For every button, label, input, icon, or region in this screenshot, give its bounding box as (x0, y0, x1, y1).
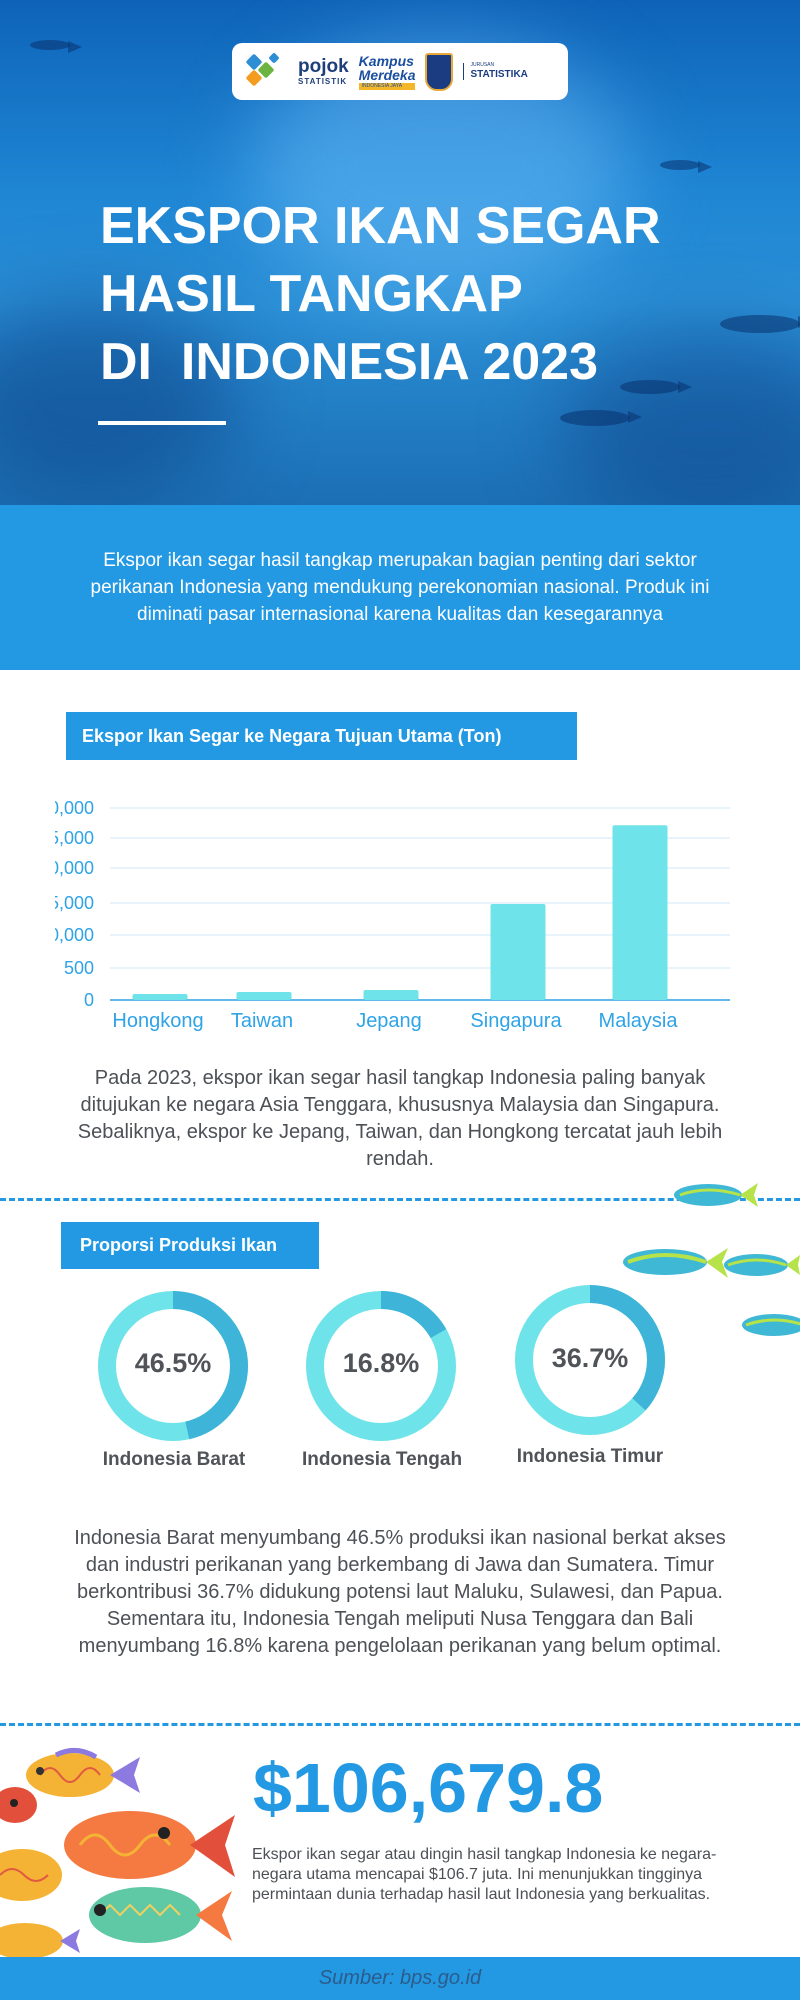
chart-x-tick-label: Jepang (356, 1010, 422, 1032)
chart-y-tick-label: 10,000 (55, 925, 94, 945)
chart-y-tick-label: 30,000 (55, 798, 94, 818)
kampus-merdeka-logo: Kampus Merdeka INDONESIA JAYA (358, 52, 416, 90)
jurusan-statistika-logo: JURUSAN STATISTIKA (463, 63, 528, 80)
fish-illustration-icon (742, 1314, 800, 1336)
hero-banner: pojok STATISTIK Kampus Merdeka INDONESIA… (0, 0, 800, 505)
chart-x-tick-label: Taiwan (231, 1010, 293, 1032)
donut-segment (515, 1285, 665, 1435)
donut-indonesia-timur (515, 1285, 665, 1435)
donut-label: Indonesia Timur (516, 1446, 664, 1467)
chart-x-tick-label: Hongkong (112, 1010, 203, 1032)
export-description: Pada 2023, ekspor ikan segar hasil tangk… (77, 1067, 723, 1170)
production-section-header: Proporsi Produksi Ikan (61, 1222, 319, 1269)
intro-band: Ekspor ikan segar hasil tangkap merupaka… (0, 505, 800, 670)
chart-bar (490, 904, 546, 1000)
donut-label: Indonesia Tengah (301, 1449, 463, 1470)
chart-y-tick-label: 15,000 (55, 893, 94, 913)
fish-illustration-icon (623, 1248, 728, 1278)
fish-silhouette-icon (620, 380, 692, 394)
university-seal-icon (425, 52, 454, 91)
donut-value: 46.5% (134, 1348, 212, 1378)
export-section-header: Ekspor Ikan Segar ke Negara Tujuan Utama… (66, 712, 577, 760)
chart-bar (612, 825, 668, 1000)
chart-y-tick-label: 20,000 (55, 858, 94, 878)
fish-silhouette-icon (560, 410, 642, 426)
chart-x-tick-label: Malaysia (599, 1010, 679, 1032)
source-text: Sumber: bps.go.id (318, 1967, 482, 1989)
donut-value: 36.7% (551, 1343, 629, 1373)
chart-y-tick-label: 500 (64, 958, 94, 978)
chart-bar (363, 990, 419, 1000)
donut-segment (306, 1291, 456, 1441)
fish-silhouette-icon (30, 40, 82, 53)
fish-illustration-icon (674, 1183, 758, 1207)
chart-y-tick-label: 25,000 (55, 828, 94, 848)
donut-label: Indonesia Barat (102, 1449, 246, 1470)
production-description: Indonesia Barat menyumbang 46.5% produks… (74, 1527, 726, 1657)
chart-x-tick-label: Singapura (470, 1010, 562, 1032)
bps-logo-icon (242, 51, 288, 92)
fish-silhouette-icon (660, 160, 712, 173)
donut-value: 16.8% (342, 1348, 420, 1378)
donut-segment (98, 1291, 248, 1441)
partner-logos: pojok STATISTIK Kampus Merdeka INDONESIA… (232, 43, 568, 100)
fish-illustration-icon (0, 1748, 235, 1957)
pojok-statistik-logo: pojok STATISTIK (298, 56, 349, 86)
donut-indonesia-tengah (306, 1291, 456, 1441)
fish-illustration-icon (724, 1254, 800, 1276)
donut-indonesia-barat (98, 1291, 248, 1441)
section-divider (0, 1198, 800, 1201)
chart-bar (132, 994, 188, 1000)
page-title: EKSPOR IKAN SEGAR HASIL TANGKAP DI INDON… (100, 197, 661, 391)
total-export-value: $106,679.8 (253, 1749, 604, 1827)
fish-silhouette-icon (720, 315, 800, 333)
chart-bar (236, 992, 292, 1000)
title-underline (98, 421, 226, 425)
chart-y-tick-label: 0 (84, 990, 94, 1010)
intro-text: Ekspor ikan segar hasil tangkap merupaka… (90, 550, 710, 625)
footer: Sumber: bps.go.id (0, 1957, 800, 2000)
total-description: Ekspor ikan segar atau dingin hasil tang… (252, 1846, 717, 1903)
export-bar-chart: 30,000 25,000 20,000 15,000 10,000 500 0 Hongko… (55, 798, 730, 1032)
section-divider (0, 1723, 800, 1726)
